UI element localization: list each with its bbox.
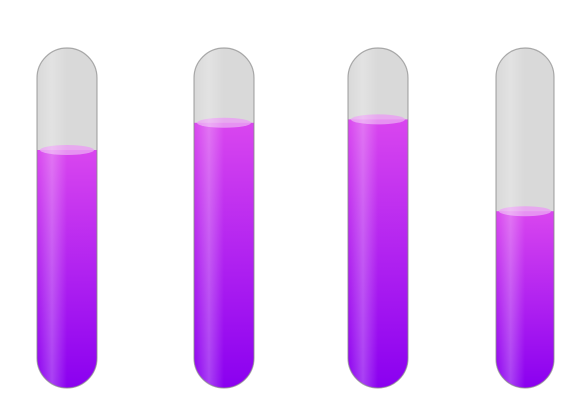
glass-shine bbox=[348, 48, 408, 388]
test-tube-4 bbox=[495, 47, 555, 389]
tube-outline bbox=[347, 47, 409, 389]
glass-shine bbox=[37, 48, 97, 388]
test-tube-2 bbox=[193, 47, 255, 389]
glass-shine bbox=[194, 48, 254, 388]
glass-shine bbox=[496, 48, 554, 388]
test-tube-3 bbox=[347, 47, 409, 389]
test-tubes bbox=[36, 47, 555, 389]
tube-outline bbox=[36, 47, 98, 389]
tube-outline bbox=[495, 47, 555, 389]
test-tube-1 bbox=[36, 47, 98, 389]
tube-outline bbox=[193, 47, 255, 389]
